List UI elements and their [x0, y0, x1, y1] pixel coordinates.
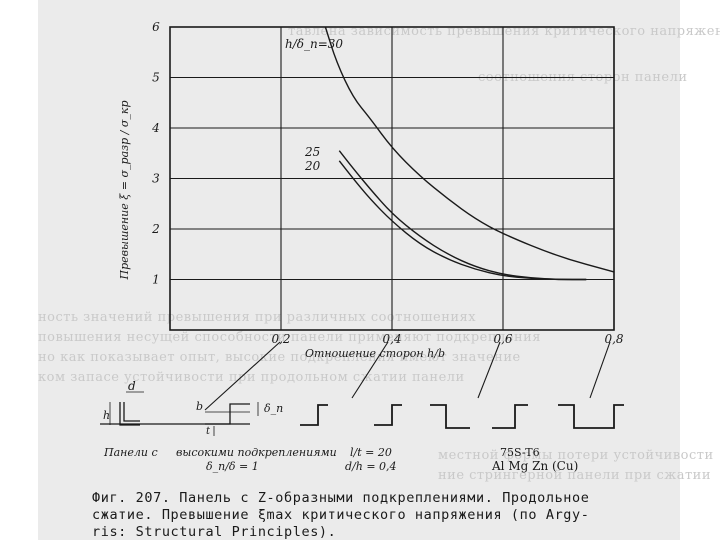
ratio-2: l/t = 20 — [350, 446, 392, 459]
y-tick-label: 5 — [152, 71, 160, 85]
leader-line — [589, 341, 611, 399]
curve-label-20: 20 — [304, 159, 321, 173]
x-tick-label: 0,8 — [604, 332, 623, 346]
x-tick-label: 0,2 — [271, 332, 290, 346]
leader-line — [477, 341, 501, 399]
chart: 1 2 3 4 5 6 0,2 0,4 0,6 0,8 — [151, 20, 624, 346]
dim-delta-label: δ_п — [264, 402, 283, 415]
y-tick-label: 6 — [152, 20, 160, 34]
leader-lines — [204, 341, 611, 411]
dim-t-label: t — [206, 426, 211, 437]
caption-line-3: ris: Structural Principles). — [92, 524, 337, 540]
x-tick-label: 0,6 — [493, 332, 512, 346]
ratio-1: δ_п/δ = 1 — [206, 460, 259, 473]
material-1: 75S-T6 — [500, 446, 540, 459]
bleed-through-text: повышения несущей способности панели при… — [38, 330, 542, 345]
bleed-through-text: ность значений превышения при различных … — [38, 310, 477, 325]
dim-d-label: d — [128, 379, 136, 393]
curve-label-25: 25 — [304, 145, 320, 159]
x-axis-label: Отношение сторон h/b — [305, 347, 445, 360]
caption-line-1: Фиг. 207. Панель с Z-образными подкрепле… — [92, 490, 590, 506]
material-2: Al Mg Zn (Cu) — [491, 459, 578, 473]
bleed-through-text: но как показывает опыт, высокие подкрепл… — [38, 350, 521, 365]
dim-b-label: b — [196, 400, 203, 413]
panel-label: Панели с — [103, 446, 158, 459]
x-tick-label: 0,4 — [382, 332, 401, 346]
y-axis-label: Превышение ξ = σ_разр / σ_кр — [118, 100, 131, 280]
y-tick-label: 4 — [151, 121, 160, 135]
leader-line — [204, 341, 281, 411]
series-curve-2 — [338, 160, 587, 281]
y-tick-label: 3 — [152, 172, 160, 186]
z-section-sketches — [300, 404, 624, 429]
ratio-3: d/h = 0,4 — [345, 460, 397, 473]
curve-label-30: h/δ_п=30 — [285, 37, 343, 51]
figure-caption: Фиг. 207. Панель с Z-образными подкрепле… — [92, 490, 652, 541]
scanned-page: тавлена зависимость превышения критическ… — [38, 0, 720, 540]
leader-line — [351, 341, 389, 399]
series-curve-1 — [338, 150, 587, 281]
series-curve-0 — [324, 26, 615, 273]
bleed-through-text: ком запасе устойчивости при продольном с… — [38, 370, 465, 385]
y-tick-label: 2 — [151, 222, 160, 236]
y-tick-label: 1 — [152, 273, 160, 287]
height-label: высокими подкреплениями — [176, 446, 337, 459]
dim-h-label: h — [103, 409, 110, 422]
bleed-through-text: ние стрингерной панели при сжатии — [438, 468, 712, 483]
bleed-through-text: местной формы потери устойчивости — [438, 448, 714, 463]
caption-line-2: сжатие. Превышение ξmax критического нап… — [92, 507, 590, 523]
z-section-detail — [100, 391, 259, 436]
